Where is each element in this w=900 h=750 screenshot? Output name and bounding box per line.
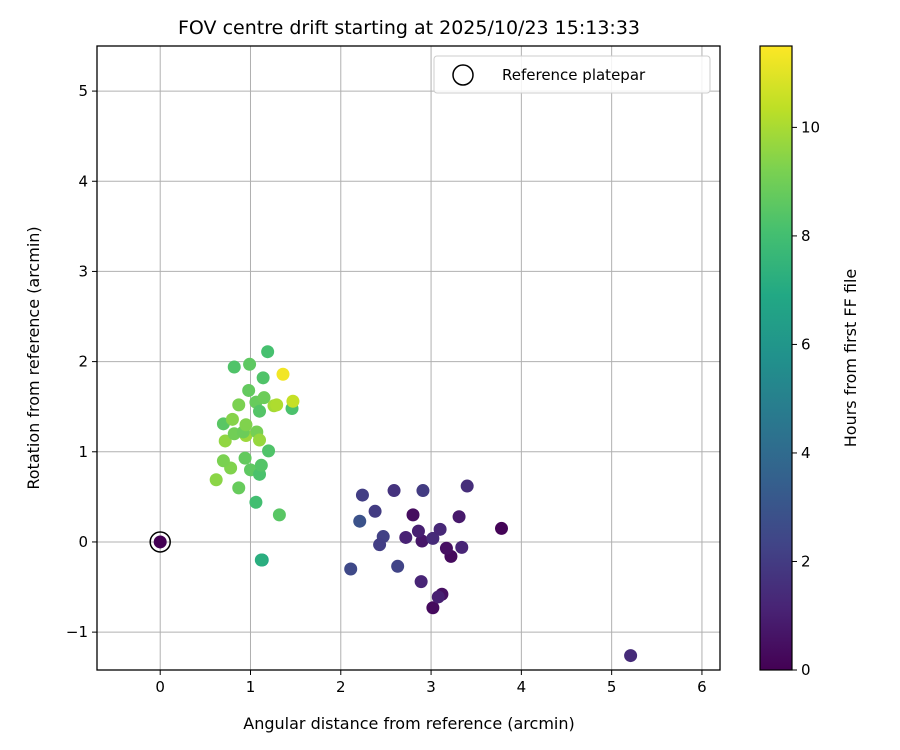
data-point bbox=[276, 367, 290, 381]
data-point bbox=[209, 473, 223, 487]
chart-title: FOV centre drift starting at 2025/10/23 … bbox=[178, 17, 640, 39]
data-point bbox=[426, 531, 440, 545]
data-point bbox=[387, 484, 401, 498]
data-point bbox=[227, 360, 241, 374]
y-tick-label: −1 bbox=[66, 623, 88, 641]
data-point bbox=[411, 524, 425, 538]
data-point bbox=[262, 444, 276, 458]
data-point bbox=[232, 398, 246, 412]
legend-marker bbox=[452, 64, 474, 86]
colorbar-label: Hours from first FF file bbox=[841, 269, 860, 448]
x-tick-label: 0 bbox=[155, 678, 165, 696]
data-point bbox=[286, 394, 300, 408]
data-point bbox=[353, 514, 367, 528]
data-point bbox=[243, 357, 257, 371]
data-point bbox=[433, 522, 447, 536]
data-point bbox=[225, 412, 239, 426]
data-point bbox=[254, 553, 268, 567]
colorbar-tick-label: 10 bbox=[801, 118, 820, 136]
data-point bbox=[426, 601, 440, 615]
data-points bbox=[153, 345, 638, 663]
y-axis-ticks: −1 0 1 2 3 4 5 bbox=[66, 82, 97, 641]
data-point bbox=[355, 488, 369, 502]
data-point bbox=[256, 371, 270, 385]
x-tick-label: 5 bbox=[607, 678, 617, 696]
data-point bbox=[439, 541, 453, 555]
y-tick-label: 2 bbox=[78, 353, 88, 371]
data-point bbox=[257, 391, 271, 405]
data-point bbox=[249, 495, 263, 509]
data-point bbox=[431, 590, 445, 604]
data-point bbox=[416, 484, 430, 498]
plot-frame bbox=[96, 45, 721, 671]
data-point bbox=[254, 458, 268, 472]
data-point bbox=[242, 383, 256, 397]
x-tick-label: 6 bbox=[697, 678, 707, 696]
data-point bbox=[624, 649, 638, 663]
data-point bbox=[272, 508, 286, 522]
legend: Reference platepar bbox=[433, 55, 711, 94]
colorbar bbox=[759, 45, 793, 671]
y-tick-label: 3 bbox=[78, 262, 88, 280]
data-point bbox=[232, 481, 246, 495]
x-tick-label: 3 bbox=[426, 678, 436, 696]
data-point bbox=[494, 521, 508, 535]
data-point bbox=[399, 530, 413, 544]
y-tick-label: 0 bbox=[78, 533, 88, 551]
colorbar-tick-label: 6 bbox=[801, 335, 811, 353]
data-point bbox=[406, 508, 420, 522]
colorbar-tick-label: 8 bbox=[801, 227, 811, 245]
data-point bbox=[261, 345, 275, 359]
data-point bbox=[373, 538, 387, 552]
colorbar-ticks: 0 2 4 6 8 10 bbox=[792, 118, 820, 679]
grid bbox=[97, 46, 720, 670]
colorbar-tick-label: 4 bbox=[801, 444, 811, 462]
data-point bbox=[414, 575, 428, 589]
legend-box bbox=[433, 55, 711, 94]
x-tick-label: 1 bbox=[246, 678, 256, 696]
legend-label: Reference platepar bbox=[502, 66, 646, 84]
reference-marker-group bbox=[149, 531, 171, 553]
x-axis-ticks: 0 1 2 3 4 5 6 bbox=[155, 670, 707, 696]
data-point bbox=[452, 510, 466, 524]
x-tick-label: 4 bbox=[517, 678, 527, 696]
y-axis-label: Rotation from reference (arcmin) bbox=[24, 226, 43, 489]
data-point bbox=[216, 454, 230, 468]
data-point bbox=[455, 540, 469, 554]
data-point bbox=[153, 535, 167, 549]
data-point bbox=[239, 418, 253, 432]
y-tick-label: 5 bbox=[78, 82, 88, 100]
data-point bbox=[391, 559, 405, 573]
y-tick-label: 4 bbox=[78, 172, 88, 190]
data-point bbox=[460, 479, 474, 493]
data-point bbox=[218, 434, 232, 448]
data-point bbox=[253, 433, 267, 447]
x-tick-label: 2 bbox=[336, 678, 346, 696]
reference-platepar-marker bbox=[149, 531, 171, 553]
data-point bbox=[270, 398, 284, 412]
colorbar-tick-label: 2 bbox=[801, 552, 811, 570]
data-point bbox=[238, 451, 252, 465]
colorbar-tick-label: 0 bbox=[801, 661, 811, 679]
data-point bbox=[415, 534, 429, 548]
data-point bbox=[253, 404, 267, 418]
y-tick-label: 1 bbox=[78, 443, 88, 461]
data-point bbox=[368, 504, 382, 518]
data-point bbox=[344, 562, 358, 576]
x-axis-label: Angular distance from reference (arcmin) bbox=[243, 714, 574, 733]
